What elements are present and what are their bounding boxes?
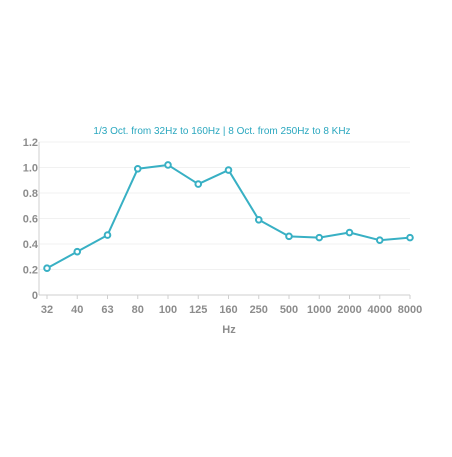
y-tick-label: 0.4 <box>23 239 39 251</box>
x-tick-label: 63 <box>101 304 113 316</box>
data-point[interactable] <box>73 247 82 256</box>
x-tick-label: 40 <box>71 304 83 316</box>
data-point[interactable] <box>164 161 172 169</box>
x-tick-label: 160 <box>219 304 237 316</box>
y-tick-label: 0 <box>32 290 38 302</box>
data-point[interactable] <box>103 231 112 239</box>
x-axis: 32 40 63 80 100 125 160 250 500 1000 2000 4000 8000 <box>39 294 422 316</box>
x-tick-label: 32 <box>41 304 53 316</box>
x-tick-label: 80 <box>132 304 144 316</box>
data-point[interactable] <box>345 228 354 237</box>
x-tick-label: 4000 <box>368 304 392 316</box>
y-axis: 0 0.2 0.4 0.6 0.8 1.0 1.2 <box>23 137 40 302</box>
x-axis-title: Hz <box>222 324 236 336</box>
data-point[interactable] <box>285 232 293 241</box>
y-tick-label: 1.2 <box>23 137 38 149</box>
y-tick-label: 0.8 <box>23 188 38 200</box>
y-tick-label: 0.6 <box>23 214 38 226</box>
data-point[interactable] <box>224 166 233 174</box>
y-tick-label: 0.2 <box>23 265 38 277</box>
y-tick-label: 1.0 <box>23 163 38 175</box>
grid-lines <box>39 141 410 270</box>
x-tick-label: 8000 <box>398 304 422 316</box>
data-point[interactable] <box>406 233 414 242</box>
data-point[interactable] <box>315 233 324 242</box>
data-point[interactable] <box>254 215 263 224</box>
data-point[interactable] <box>43 264 51 273</box>
x-tick-label: 1000 <box>307 304 331 316</box>
x-tick-label: 2000 <box>337 304 361 316</box>
data-point[interactable] <box>375 236 384 244</box>
x-tick-label: 250 <box>250 304 268 316</box>
series-line <box>46 163 411 270</box>
data-point[interactable] <box>194 180 203 188</box>
chart-title: 1/3 Oct. from 32Hz to 160Hz | 8 Oct. fro… <box>93 126 350 137</box>
x-tick-label: 500 <box>280 304 298 316</box>
data-point[interactable] <box>133 164 142 173</box>
x-tick-label: 125 <box>189 304 207 316</box>
series-layer <box>43 161 414 273</box>
x-tick-label: 100 <box>159 304 177 316</box>
